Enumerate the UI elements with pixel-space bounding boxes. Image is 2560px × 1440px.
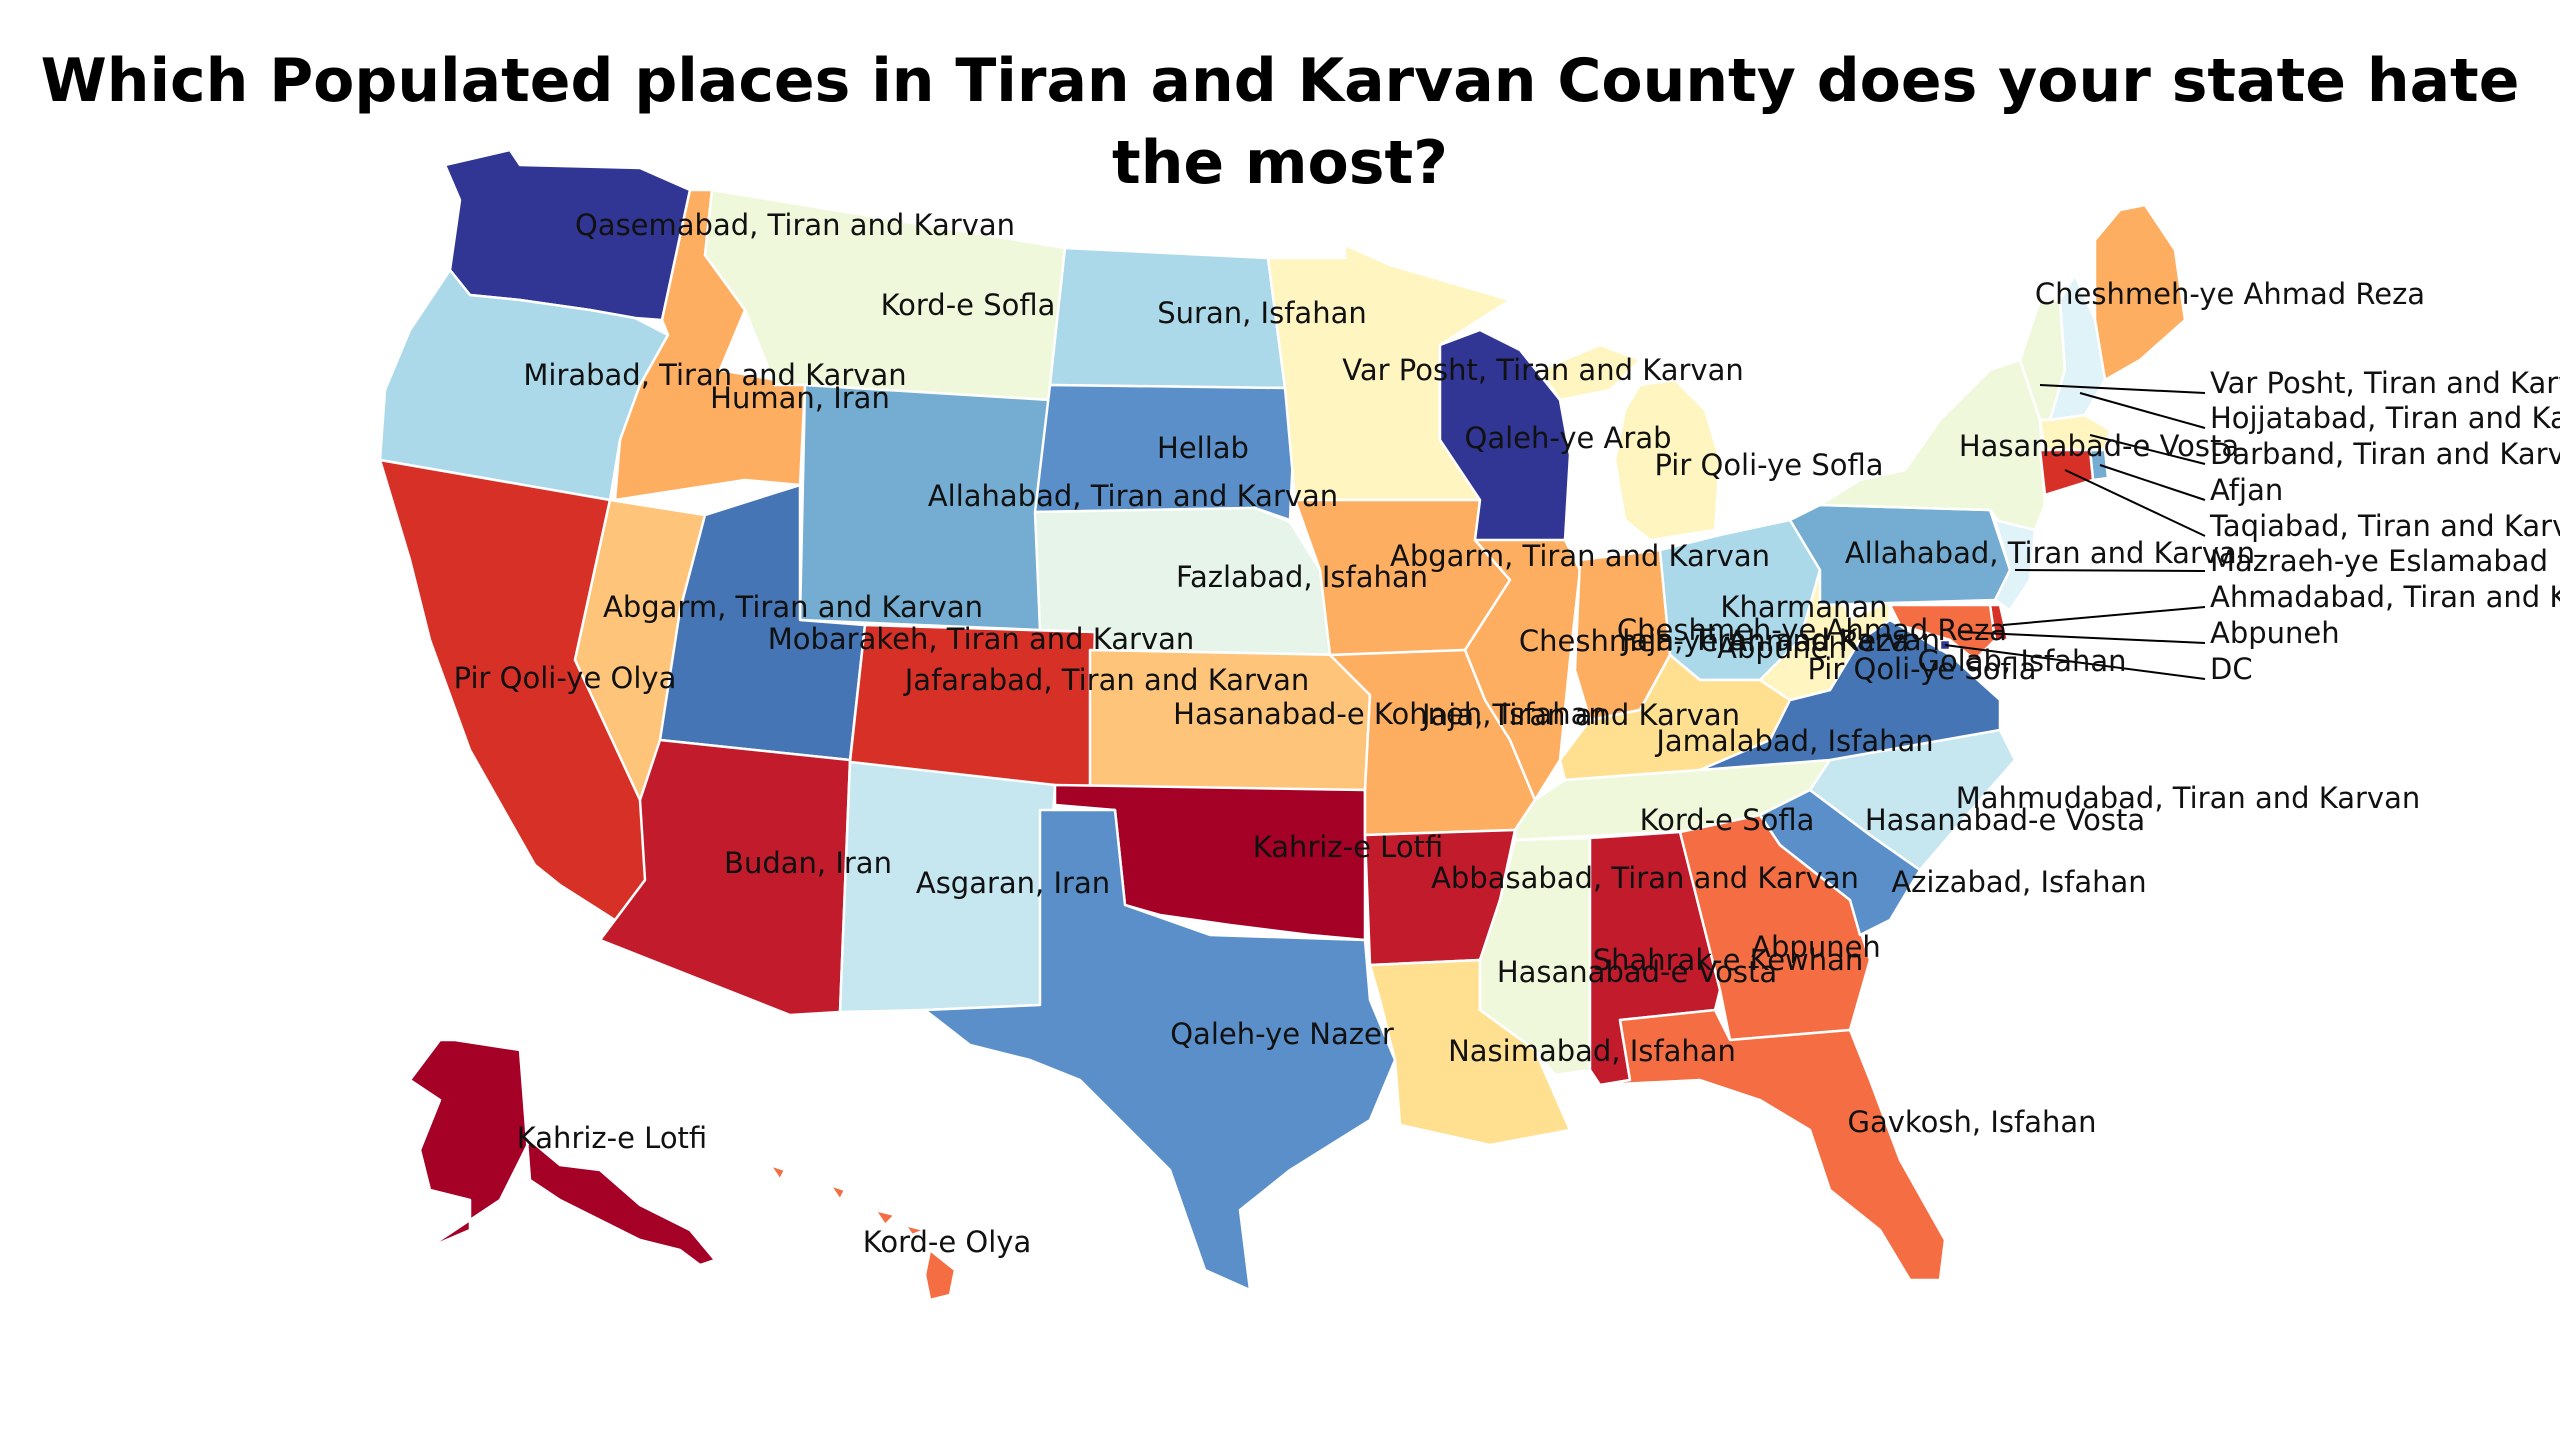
state-label-in: Jaja, Tiran and Karvan	[1620, 623, 1940, 657]
state-label-va: Golab, Isfahan	[1917, 644, 2126, 678]
state-label-nm: Asgaran, Iran	[916, 866, 1110, 900]
state-label-al: Shahrak-e Kewhan	[1593, 943, 1864, 977]
state-label-ak: Kahriz-e Lotfi	[517, 1121, 707, 1155]
extra-label: Cheshmeh-ye Ahmad Reza	[1617, 613, 2007, 647]
callout-line-vt	[2039, 384, 2206, 394]
state-label-la: Nasimabad, Isfahan	[1448, 1034, 1736, 1068]
state-label-id: Human, Iran	[710, 381, 890, 415]
state-label-ms: Hasanabad-e Vosta	[1497, 955, 1777, 989]
state-ak	[398, 1038, 717, 1267]
extra-label: Abpuneh	[1717, 631, 1847, 665]
state-label-nv: Abgarm, Tiran and Karvan	[603, 590, 983, 624]
callout-line-nj	[2014, 569, 2206, 572]
state-label-ut: Mobarakeh, Tiran and Karvan	[768, 622, 1195, 656]
state-label-co: Jafarabad, Tiran and Karvan	[903, 663, 1310, 697]
state-label-tn: Kord-e Sofla	[1640, 803, 1815, 837]
state-label-wi: Qaleh-ye Arab	[1465, 421, 1672, 455]
state-label-me: Cheshmeh-ye Ahmad Reza	[2035, 277, 2425, 311]
callout-line-dc	[1944, 644, 2206, 680]
state-label-sd: Hellab	[1157, 431, 1249, 465]
state-shapes	[378, 148, 2187, 1302]
callout-lines	[1944, 384, 2206, 680]
state-label-ia: Abgarm, Tiran and Karvan	[1390, 539, 1770, 573]
state-label-oh: Kharmanan	[1720, 590, 1887, 624]
state-label-ks: Hasanabad-e Kohneh, Isfahan	[1173, 697, 1607, 731]
state-label-wv: Pir Qoli-ye Sofla	[1807, 652, 2036, 686]
callout-line-md	[1959, 631, 2206, 644]
state-label-nh: Hojjatabad, Tiran and Karvan	[2210, 401, 2560, 435]
state-label-wy: Allahabad, Tiran and Karvan	[928, 479, 1338, 513]
state-label-mn: Var Posht, Tiran and Karvan	[1342, 353, 1743, 387]
state-fl	[1598, 1008, 1947, 1282]
state-label-or: Mirabad, Tiran and Karvan	[523, 358, 906, 392]
state-label-ma: Darband, Tiran and Karvan	[2210, 437, 2560, 471]
state-labels: Qasemabad, Tiran and Karvan Mirabad, Tira…	[454, 208, 2560, 1259]
state-nj	[1993, 518, 2037, 612]
map-title: Which Populated places in Tiran and Karv…	[40, 46, 2520, 198]
state-label-wa: Qasemabad, Tiran and Karvan	[575, 208, 1015, 242]
state-label-ny: Hasanabad-e Vosta	[1959, 429, 2239, 463]
state-label-fl: Gavkosh, Isfahan	[1847, 1105, 2096, 1139]
state-label-dc: DC	[2210, 652, 2253, 686]
state-label-mo: Jaja, Tiran and Karvan	[1420, 698, 1740, 732]
state-label-ar: Abbasabad, Tiran and Karvan	[1431, 861, 1859, 895]
state-label-ne: Fazlabad, Isfahan	[1176, 560, 1428, 594]
state-label-pa: Allahabad, Tiran and Karvan	[1845, 536, 2255, 570]
state-mi	[1538, 343, 1722, 542]
state-label-ok: Kahriz-e Lotfi	[1253, 830, 1443, 864]
state-label-nd: Suran, Isfahan	[1157, 296, 1366, 330]
state-label-vt: Var Posht, Tiran and Karvan	[2210, 366, 2560, 400]
state-ct	[2038, 448, 2095, 497]
state-label-ky: Jamalabad, Isfahan	[1654, 724, 1933, 758]
state-label-tx: Qaleh-ye Nazer	[1170, 1017, 1394, 1051]
state-label-sc: Azizabad, Isfahan	[1891, 865, 2146, 899]
callout-line-ma	[2089, 434, 2206, 465]
state-tx	[923, 808, 1397, 1292]
state-label-hi: Kord-e Olya	[863, 1225, 1031, 1259]
callout-line-nh	[2079, 392, 2206, 429]
state-label-mt: Kord-e Sofla	[881, 288, 1056, 322]
state-label-ca: Pir Qoli-ye Olya	[454, 661, 677, 695]
state-label-ct: Taqiabad, Tiran and Karvan	[2209, 509, 2560, 543]
state-label-md: Abpuneh	[2210, 616, 2340, 650]
state-hi	[768, 1163, 957, 1302]
state-label-de: Ahmadabad, Tiran and Karvan	[2210, 580, 2560, 614]
state-md	[1888, 603, 1997, 662]
state-label-nc: Mahmudabad, Tiran and Karvan	[1956, 781, 2420, 815]
state-ms	[1478, 836, 1592, 1077]
callout-line-de	[2002, 606, 2206, 626]
callout-line-ri	[2099, 464, 2206, 501]
state-label-mi: Pir Qoli-ye Sofla	[1654, 448, 1883, 482]
state-label-ri: Afjan	[2210, 473, 2283, 507]
state-label-il: Cheshmeh-ye Ahmad Reza	[1519, 624, 1909, 658]
callout-line-ct	[2064, 469, 2206, 537]
state-label-az: Budan, Iran	[724, 846, 892, 880]
state-label-nj: Mazraeh-ye Eslamabad	[2210, 544, 2548, 578]
extra-label: Hasanabad-e Vosta	[1865, 803, 2145, 837]
state-label-ga: Abpuneh	[1751, 930, 1881, 964]
